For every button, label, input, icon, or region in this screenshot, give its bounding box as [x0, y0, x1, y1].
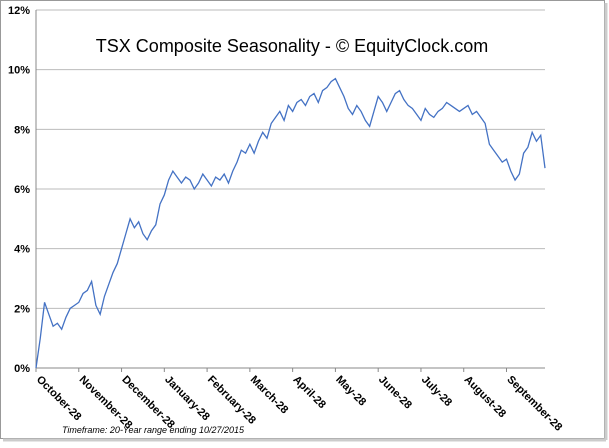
y-tick-label: 0%	[14, 363, 30, 375]
y-tick-label: 4%	[14, 244, 30, 256]
y-tick-label: 10%	[8, 65, 30, 77]
frame	[0, 0, 605, 439]
y-tick-label: 12%	[8, 5, 30, 17]
chart-title: TSX Composite Seasonality - © EquityCloc…	[96, 36, 488, 56]
footnote: Timeframe: 20-Year range ending 10/27/20…	[62, 425, 245, 435]
y-tick-label: 8%	[14, 124, 30, 136]
y-tick-label: 6%	[14, 184, 30, 196]
line	[35, 77, 546, 369]
y-tick-label: 2%	[14, 303, 30, 315]
